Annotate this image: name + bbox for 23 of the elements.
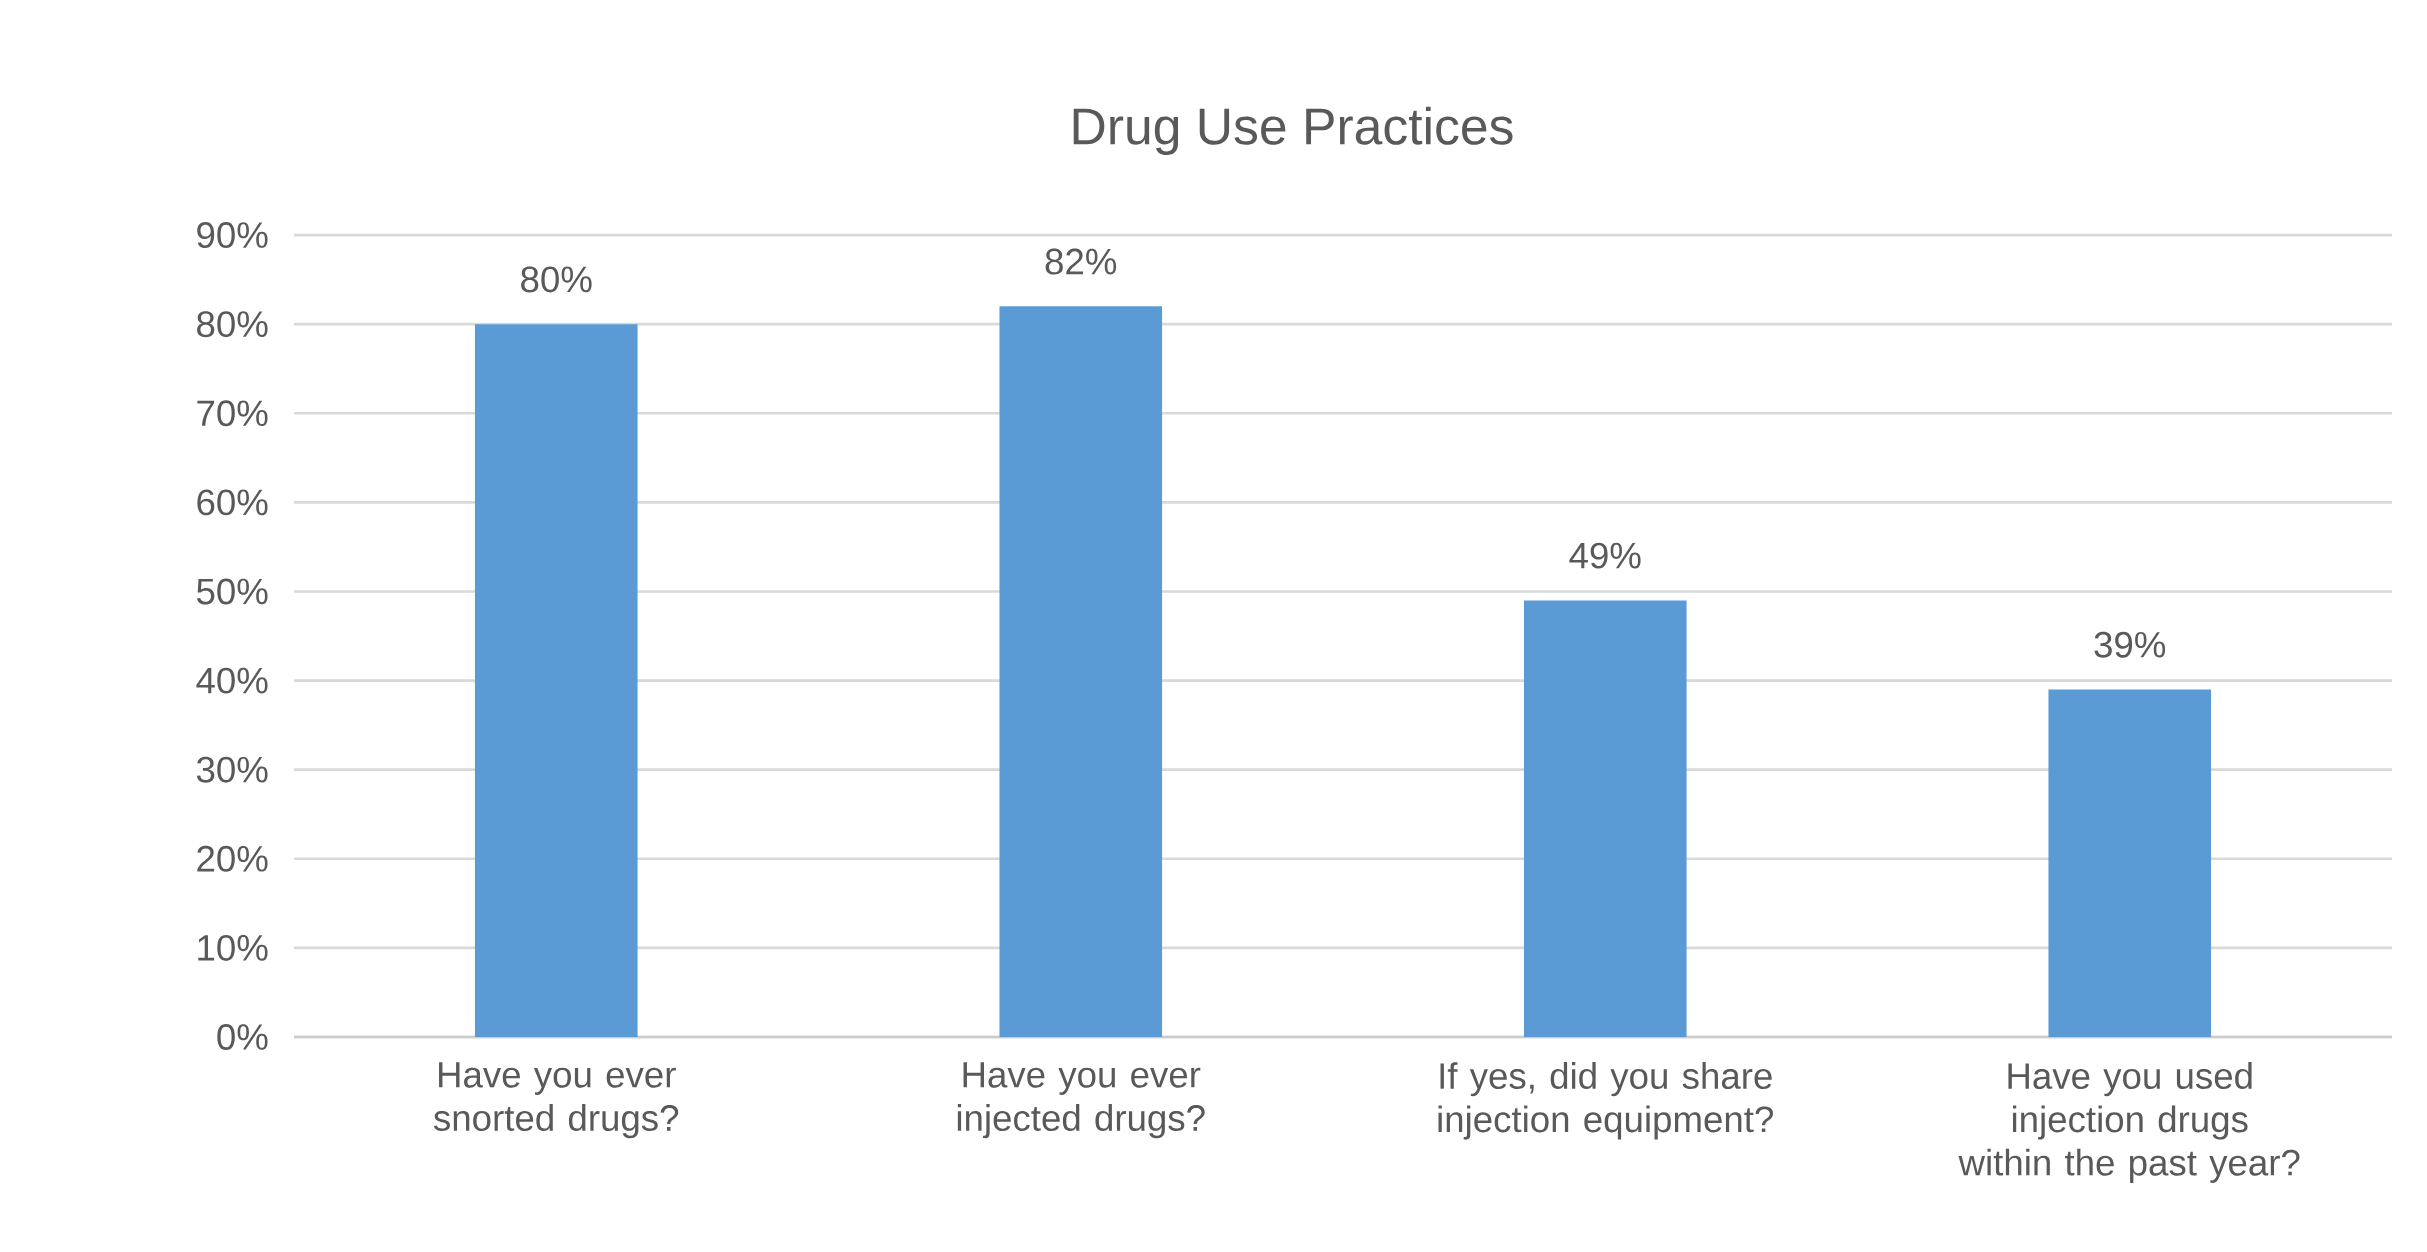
data-label: 82% <box>1045 248 1117 275</box>
x-tick-label: Have you used injection drugs within the past year? <box>1958 1062 2300 1183</box>
y-tick-label: 80% <box>197 311 268 338</box>
chart-title: Drug Use Practices <box>1073 106 1513 155</box>
y-tick-label: 60% <box>197 489 268 516</box>
data-label: 39% <box>2094 631 2166 658</box>
data-label: 49% <box>1569 542 1641 569</box>
y-tick-label: 0% <box>217 1024 268 1050</box>
x-tick-label: Have you ever injected drugs? <box>957 1062 1205 1139</box>
x-tick-label: Have you ever snorted drugs? <box>433 1062 679 1139</box>
bar <box>474 324 638 1037</box>
x-tick-label: If yes, did you share injection equipment? <box>1438 1062 1773 1140</box>
y-tick-label: 20% <box>197 845 268 872</box>
bar <box>1523 600 1687 1037</box>
y-tick-label: 30% <box>196 756 268 783</box>
y-tick-label: 70% <box>197 400 268 427</box>
y-tick-label: 90% <box>197 222 268 249</box>
bar <box>2048 689 2212 1037</box>
data-label: 80% <box>521 266 592 293</box>
bar <box>999 306 1163 1037</box>
y-tick-label: 40% <box>196 667 268 694</box>
y-tick-label: 50% <box>196 578 268 605</box>
y-tick-label: 10% <box>198 934 268 961</box>
